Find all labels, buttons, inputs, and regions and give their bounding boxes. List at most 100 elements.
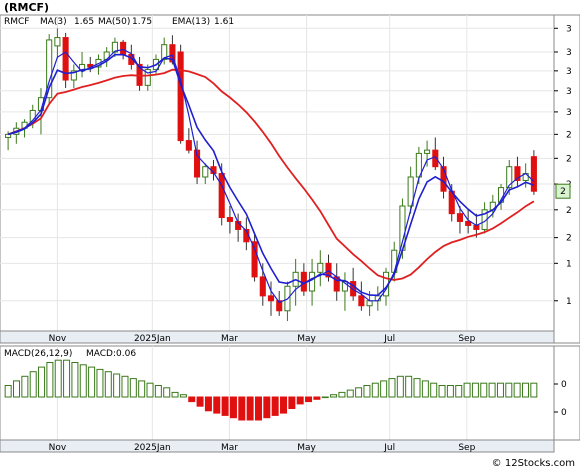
macd-bar [455, 385, 463, 398]
y-tick-label: 3 [566, 67, 572, 77]
candle [226, 217, 233, 222]
macd-bar [79, 364, 87, 398]
legend-item-value: 1.65 [74, 17, 94, 27]
macd-bar [213, 396, 221, 414]
candle [358, 295, 365, 307]
macd-bar [505, 382, 513, 398]
y-tick-label: 2 [566, 130, 572, 140]
x-tick-label: Sep [458, 334, 475, 344]
macd-bar [271, 396, 279, 416]
y-tick-label: 3 [566, 24, 572, 34]
x-tick-label: May [297, 334, 316, 344]
candle [46, 39, 53, 99]
macd-bar [71, 362, 79, 398]
macd-bar [521, 382, 529, 398]
macd-bar [229, 396, 237, 419]
legend-item-label: MA(50) [98, 17, 130, 27]
candle [259, 276, 266, 297]
y-tick-label: 2 [566, 234, 572, 244]
candle [202, 166, 209, 178]
macd-bar [121, 375, 129, 398]
y-tick-label: 3 [566, 48, 572, 58]
price-x-axis-strip [0, 330, 555, 344]
y-tick-label: 0 [561, 408, 567, 418]
y-tick-label: 3 [566, 87, 572, 97]
candle [530, 156, 537, 192]
macd-bar [4, 385, 12, 398]
macd-bar [38, 366, 46, 398]
macd-bar [146, 382, 154, 398]
candle [62, 37, 69, 81]
macd-bar [346, 389, 354, 398]
macd-legend-value: MACD:0.06 [86, 349, 136, 359]
macd-bar [280, 396, 288, 414]
macd-bar [380, 380, 388, 398]
legend-item-label: EMA(13) [172, 17, 210, 27]
macd-bar [29, 371, 37, 398]
last-price-marker: 2 [555, 183, 571, 199]
macd-bar [104, 371, 112, 398]
x-tick-label: 2025Jan [134, 334, 171, 344]
y-tick-label: 1 [566, 259, 572, 269]
macd-legend: MACD(26,12,9) MACD:0.06 [4, 349, 136, 359]
macd-bar [313, 396, 321, 400]
moving-averages [7, 48, 535, 304]
legend-item-label: MA(3) [40, 17, 67, 27]
candle [267, 295, 275, 302]
macd-bar [496, 382, 504, 398]
y-tick-label: 3 [566, 108, 572, 118]
macd-x-labels: Nov 2025Jan Mar May Jul Sep [49, 443, 476, 453]
macd-bar [163, 387, 171, 398]
macd-bar [138, 380, 146, 398]
macd-bar [196, 396, 204, 407]
macd-bar [355, 387, 363, 398]
macd-bar [321, 396, 329, 399]
macd-bar [13, 380, 21, 398]
candle [514, 166, 521, 181]
legend-item-value: 1.61 [214, 17, 234, 27]
x-tick-label: Nov [49, 443, 67, 453]
ema13-line [7, 53, 535, 297]
y-tick-label: 2 [566, 206, 572, 216]
candle [440, 166, 447, 192]
macd-bar [63, 359, 71, 398]
macd-bar [296, 396, 304, 405]
price-panel [0, 14, 555, 344]
macd-bar [430, 382, 438, 398]
macd-bar [204, 396, 212, 412]
last-price-box [555, 183, 571, 199]
macd-bar [21, 375, 29, 398]
macd-bar [46, 362, 54, 398]
candle [366, 300, 373, 307]
chart-title: (RMCF) [4, 1, 49, 14]
candle [120, 41, 127, 55]
y-tick-label: 1 [566, 297, 572, 307]
candle [54, 37, 61, 47]
candle [218, 173, 225, 219]
candle [432, 149, 439, 168]
macd-bar [480, 382, 488, 398]
legend-item-value: 1.75 [132, 17, 152, 27]
price-x-labels: Nov 2025Jan Mar May Jul Sep [49, 334, 476, 344]
macd-axis-panel [553, 345, 580, 441]
candle [161, 44, 168, 60]
macd-bar [54, 359, 62, 398]
macd-bar [363, 385, 371, 398]
macd-bar [288, 396, 296, 409]
candle [251, 241, 258, 278]
macd-bar [413, 378, 421, 398]
x-tick-label: Jul [383, 334, 395, 344]
x-tick-label: Nov [49, 334, 67, 344]
candle [5, 133, 12, 138]
candle [424, 149, 431, 154]
price-grid [0, 15, 554, 331]
macd-bar [129, 378, 137, 398]
candle [194, 149, 201, 178]
macd-y-axis: 00 [554, 380, 567, 418]
y-tick-label: 0 [561, 380, 567, 390]
candle [276, 300, 283, 312]
macd-bar [179, 394, 187, 398]
macd-bar [330, 394, 338, 398]
macd-bar [530, 382, 538, 398]
